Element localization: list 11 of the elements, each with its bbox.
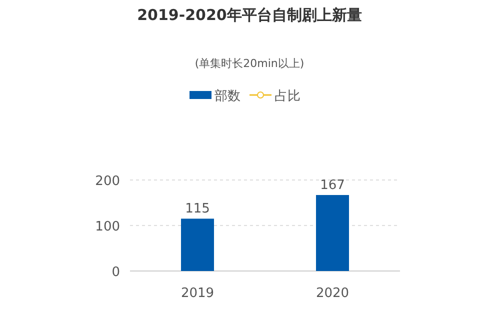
data-label: 115 — [185, 202, 210, 217]
y-tick-label: 0 — [112, 265, 120, 280]
legend-label: 部数 — [214, 89, 240, 104]
x-tick-label: 2019 — [180, 286, 214, 301]
data-label: 167 — [320, 178, 345, 194]
legend-label: 占比 — [274, 89, 300, 104]
x-tick-label: 2020 — [316, 286, 350, 301]
chart-title: 2019-2020年平台自制剧上新量 — [137, 6, 362, 24]
chart-subtitle: (单集时长20min以上) — [194, 57, 304, 70]
y-tick-label: 100 — [95, 220, 120, 234]
y-tick-label: 200 — [95, 174, 120, 189]
